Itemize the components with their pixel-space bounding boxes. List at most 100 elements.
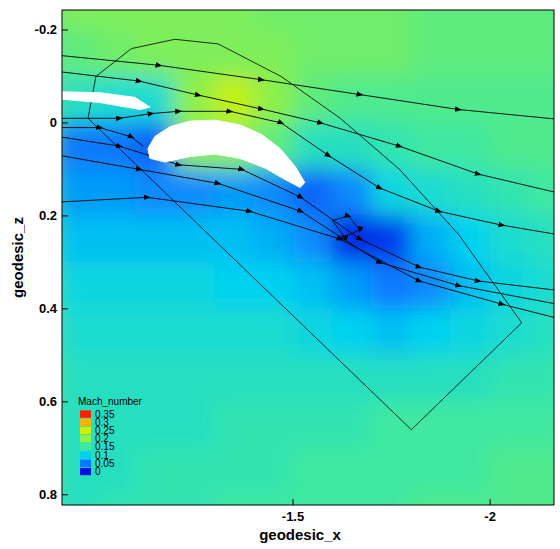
- field-cell: [253, 355, 293, 402]
- colorbar-swatch: [80, 427, 91, 434]
- y-tick-label: 0.4: [39, 301, 58, 316]
- streamline: [62, 197, 554, 318]
- field-cell: [174, 76, 214, 123]
- streamline: [62, 56, 554, 120]
- field-cell: [253, 308, 293, 355]
- field-cell: [293, 401, 333, 448]
- field-cell: [332, 448, 372, 495]
- plot-background: [62, 10, 554, 505]
- field-cell: [135, 10, 175, 30]
- y-tick-label: 0.6: [39, 394, 57, 409]
- colorbar: Mach_number0.350.30.250.20.150.10.050: [78, 396, 143, 477]
- field-cell: [135, 169, 175, 216]
- field-cell: [332, 29, 372, 76]
- y-tick-label: 0.2: [39, 208, 57, 223]
- x-tick-label: -2: [484, 509, 496, 524]
- x-tick: [293, 499, 294, 505]
- field-cell: [293, 355, 333, 402]
- field-cell: [62, 262, 96, 309]
- field-cell: [293, 262, 333, 309]
- field-cell: [371, 494, 411, 505]
- field-cell: [332, 355, 372, 402]
- field-cell: [332, 10, 372, 30]
- colorbar-swatch: [80, 419, 91, 426]
- field-cell: [135, 401, 175, 448]
- field-cell: [450, 215, 490, 262]
- field-cell: [293, 122, 333, 169]
- streamline: [62, 72, 554, 193]
- field-cell: [135, 494, 175, 505]
- field-cell: [371, 355, 411, 402]
- field-cell: [490, 401, 530, 448]
- field-cell: [529, 122, 554, 169]
- y-tick-label: -0.2: [35, 22, 57, 37]
- colorbar-label: 0: [95, 466, 101, 477]
- field-cell: [490, 355, 530, 402]
- field-cell: [529, 308, 554, 355]
- field-cell: [371, 401, 411, 448]
- field-cell: [95, 29, 135, 76]
- field-cell: [174, 262, 214, 309]
- field-cell: [95, 169, 135, 216]
- field-cell: [135, 215, 175, 262]
- field-cell: [490, 494, 530, 505]
- streamline: [62, 156, 554, 305]
- field-cell: [450, 10, 490, 30]
- field-cell: [174, 355, 214, 402]
- field-cell: [529, 215, 554, 262]
- field-cell: [214, 10, 254, 30]
- chart: -1.5-2-0.200.20.40.60.8geodesic_xgeodesi…: [0, 0, 560, 549]
- field-cell: [214, 215, 254, 262]
- field-cell: [293, 10, 333, 30]
- domain-outline: [88, 39, 522, 429]
- field-cell: [411, 76, 451, 123]
- field-cell: [529, 448, 554, 495]
- streamline: [332, 216, 360, 237]
- field-cell: [62, 494, 96, 505]
- plot-area: [62, 10, 554, 505]
- field-cell: [450, 401, 490, 448]
- field-cell: [529, 355, 554, 402]
- field-cell: [450, 29, 490, 76]
- colorbar-swatch: [80, 451, 91, 458]
- field-cell: [450, 308, 490, 355]
- field-cell: [62, 10, 96, 30]
- field-cell: [371, 308, 411, 355]
- field-cell: [293, 76, 333, 123]
- field-cell: [135, 262, 175, 309]
- field-cell: [174, 494, 214, 505]
- field-cell: [253, 76, 293, 123]
- field-cell: [490, 448, 530, 495]
- field-cell: [332, 494, 372, 505]
- field-cell: [214, 355, 254, 402]
- field-cell: [293, 494, 333, 505]
- field-cell: [62, 215, 96, 262]
- colorbar-swatch: [80, 410, 91, 417]
- field-cell: [450, 76, 490, 123]
- field-cell: [411, 448, 451, 495]
- colorbar-swatch: [80, 460, 91, 467]
- field-cell: [253, 262, 293, 309]
- y-tick: [62, 29, 68, 30]
- field-cell: [371, 10, 411, 30]
- field-cell: [529, 76, 554, 123]
- field-cell: [293, 448, 333, 495]
- field-cell: [490, 169, 530, 216]
- field-cell: [450, 262, 490, 309]
- field-cell: [214, 308, 254, 355]
- field-cell: [174, 448, 214, 495]
- field-cell: [450, 494, 490, 505]
- field-cell: [490, 29, 530, 76]
- field-cell: [95, 308, 135, 355]
- field-cell: [253, 401, 293, 448]
- field-cell: [332, 308, 372, 355]
- field-cell: [332, 401, 372, 448]
- field-cell: [135, 308, 175, 355]
- plot-frame: [62, 10, 554, 505]
- field-cell: [214, 448, 254, 495]
- field-cell: [450, 448, 490, 495]
- field-cell: [253, 10, 293, 30]
- y-tick: [62, 122, 68, 123]
- streamline: [62, 137, 554, 290]
- field-cell: [411, 215, 451, 262]
